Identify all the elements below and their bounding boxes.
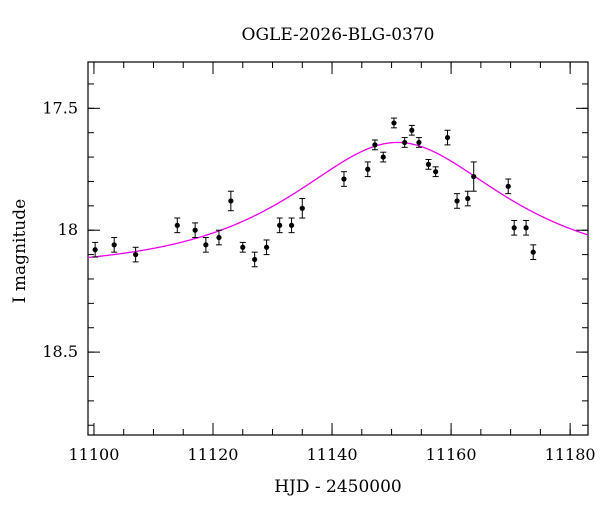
data-point-group bbox=[425, 159, 432, 170]
x-tick-label: 11140 bbox=[307, 445, 358, 464]
data-point-group bbox=[523, 219, 530, 236]
plot-area: 11100 11120 11140 11160 11180 17.5 18 18.5 bbox=[42, 61, 596, 464]
data-point-group bbox=[371, 139, 378, 151]
data-point bbox=[433, 169, 439, 175]
data-point-group bbox=[380, 151, 387, 163]
x-tick-label: 11180 bbox=[545, 445, 596, 464]
data-point bbox=[409, 127, 415, 133]
data-point-group bbox=[505, 178, 512, 195]
data-point bbox=[505, 183, 511, 189]
data-point bbox=[511, 225, 517, 231]
data-point bbox=[203, 242, 209, 248]
data-point-group bbox=[530, 244, 537, 260]
x-tick-label: 11100 bbox=[68, 445, 119, 464]
data-point-group bbox=[239, 241, 246, 253]
data-point bbox=[530, 249, 536, 255]
data-point bbox=[372, 142, 378, 148]
data-point-group bbox=[390, 117, 397, 129]
data-point bbox=[216, 234, 222, 241]
data-point bbox=[174, 222, 180, 228]
data-point-group bbox=[454, 193, 461, 209]
data-point bbox=[444, 134, 451, 141]
data-point-group bbox=[288, 217, 295, 234]
y-tick-label: 17.5 bbox=[42, 98, 78, 117]
data-point-group bbox=[227, 190, 234, 212]
data-point-group bbox=[511, 219, 518, 236]
data-point bbox=[416, 139, 422, 146]
x-tick-label: 11160 bbox=[426, 445, 477, 464]
data-point bbox=[240, 244, 246, 250]
x-axis-title: HJD - 2450000 bbox=[274, 477, 402, 497]
data-point bbox=[391, 120, 397, 126]
y-axis-title: I magnitude bbox=[10, 199, 30, 303]
data-point-group bbox=[464, 190, 471, 207]
data-point-group bbox=[415, 137, 422, 148]
data-point bbox=[365, 166, 371, 172]
y-tick-label: 18 bbox=[58, 220, 78, 239]
data-point-group bbox=[92, 241, 99, 258]
data-point bbox=[380, 154, 386, 160]
data-point bbox=[277, 222, 283, 228]
data-point-group bbox=[263, 239, 270, 256]
data-point-group bbox=[299, 198, 306, 219]
data-point-group bbox=[401, 137, 408, 148]
data-point bbox=[192, 227, 198, 233]
data-point bbox=[341, 176, 347, 182]
data-point bbox=[465, 195, 471, 202]
data-point bbox=[454, 198, 460, 204]
data-point bbox=[252, 256, 258, 263]
data-point bbox=[288, 222, 295, 228]
data-point-group bbox=[364, 161, 371, 178]
model-curve bbox=[88, 141, 588, 259]
data-point-group bbox=[202, 237, 209, 253]
plot-frame bbox=[87, 61, 589, 436]
data-point bbox=[92, 247, 98, 253]
data-point bbox=[228, 198, 234, 204]
data-point bbox=[299, 205, 305, 211]
data-point bbox=[425, 161, 432, 167]
data-point-group bbox=[174, 217, 181, 234]
chart-title: OGLE-2026-BLG-0370 bbox=[242, 25, 435, 45]
data-point-group bbox=[111, 237, 118, 253]
data-point-group bbox=[251, 251, 258, 268]
data-point-group bbox=[132, 246, 139, 263]
data-point bbox=[523, 225, 529, 231]
data-point-group bbox=[340, 171, 347, 187]
data-point-group bbox=[215, 229, 222, 246]
data-point bbox=[111, 242, 117, 248]
data-point-group bbox=[408, 124, 415, 136]
data-point-group bbox=[470, 161, 477, 192]
data-point-group bbox=[192, 222, 199, 239]
data-point bbox=[263, 244, 270, 250]
data-point-group bbox=[276, 217, 283, 234]
data-point-group bbox=[432, 166, 439, 178]
data-point bbox=[133, 251, 139, 258]
y-tick-label: 18.5 bbox=[42, 342, 78, 361]
data-point bbox=[471, 173, 477, 180]
data-point-group bbox=[444, 129, 451, 146]
x-tick-label: 11120 bbox=[188, 445, 239, 464]
data-point bbox=[402, 139, 408, 146]
